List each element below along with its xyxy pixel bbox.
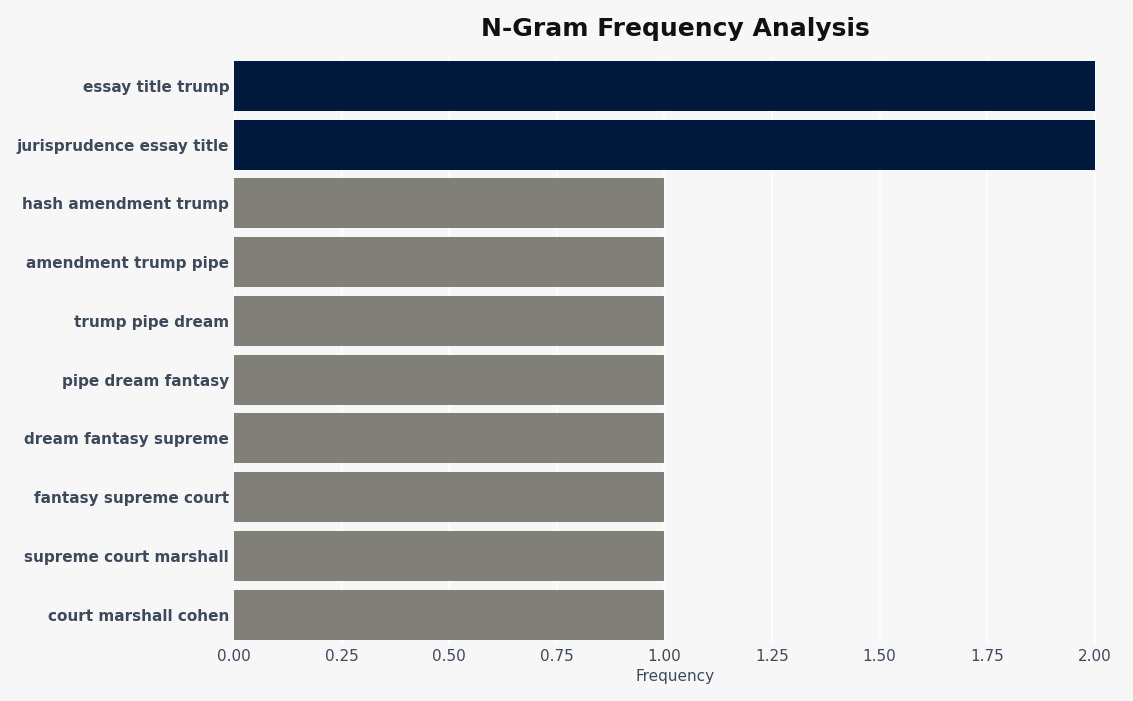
Bar <box>235 61 1094 111</box>
Bar <box>235 296 664 346</box>
X-axis label: Frequency: Frequency <box>636 669 715 684</box>
Bar <box>235 237 664 287</box>
Bar <box>235 590 664 639</box>
Bar <box>235 414 664 463</box>
Bar <box>235 120 1094 170</box>
Bar <box>235 531 664 580</box>
Bar <box>235 355 664 404</box>
Bar <box>235 472 664 522</box>
Bar <box>235 178 664 229</box>
Title: N-Gram Frequency Analysis: N-Gram Frequency Analysis <box>480 17 869 41</box>
